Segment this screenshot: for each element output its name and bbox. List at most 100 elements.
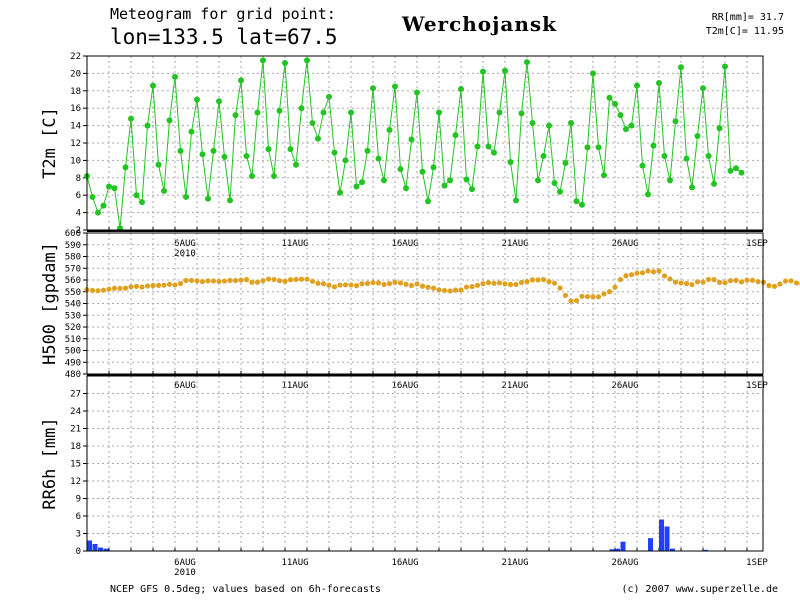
rain-total-stat: RR[mm]= 31.7 (711, 12, 784, 23)
date-tick-label: 6AUG (174, 558, 196, 568)
y-tick-label: 4 (76, 209, 81, 219)
h500-point (122, 285, 129, 291)
h500-point (172, 282, 178, 288)
h500-point (353, 283, 360, 289)
h500-point (722, 280, 728, 286)
h500-point (474, 282, 481, 288)
h500-point (656, 268, 662, 274)
h500-point (188, 277, 195, 284)
h500-point (727, 278, 734, 284)
y-tick-label: 520 (65, 323, 81, 333)
h500-point (133, 283, 140, 289)
h500-point (518, 279, 525, 286)
h500-point (524, 279, 530, 285)
t2m-point (276, 107, 283, 114)
y-tick-label: 9 (76, 495, 81, 505)
h500-point (370, 280, 376, 286)
t2m-point (133, 192, 140, 199)
h500-point (705, 276, 712, 283)
y-tick-label: 590 (65, 241, 81, 251)
h500-point (513, 281, 519, 288)
h500-point (392, 279, 398, 286)
t2m-point (513, 197, 519, 204)
y-tick-label: 530 (65, 311, 81, 321)
t2m-point (293, 161, 299, 168)
h500-point (403, 281, 409, 287)
t2m-point (540, 153, 547, 160)
y-tick-label: 3 (76, 530, 81, 540)
t2m-point (348, 109, 354, 116)
y-tick-label: 14 (70, 122, 81, 132)
rr6h-bar (659, 519, 664, 551)
t2m-point (700, 85, 706, 92)
h500-point (546, 279, 552, 285)
h500-point (150, 282, 156, 289)
t2m-point (194, 96, 200, 103)
t2m-point (210, 147, 217, 154)
h500-point (425, 284, 431, 290)
t2m-point (392, 83, 398, 90)
t2m-point (375, 155, 382, 162)
h500-point (579, 293, 585, 299)
t2m-point (738, 169, 745, 176)
t2m-point (111, 185, 118, 192)
header-title: Meteogram for grid point: (110, 5, 336, 23)
h500-point (287, 277, 294, 283)
t2m-point (227, 197, 233, 204)
t2m-point (249, 173, 255, 180)
t2m-point (601, 172, 607, 179)
y-tick-label: 0 (76, 547, 81, 557)
t2m-point (271, 173, 277, 180)
date-tick-label: 26AUG (611, 239, 638, 249)
h500-point (320, 281, 327, 287)
copyright-note: (c) 2007 www.superzelle.de (621, 584, 778, 595)
h500-point (634, 270, 640, 276)
t2m-point (205, 195, 211, 202)
t2m-point (282, 59, 288, 66)
date-tick-label: 1SEP (746, 381, 768, 391)
h500-point (771, 283, 778, 289)
t2m-point (678, 64, 684, 71)
t2m-point (337, 189, 343, 196)
t2m-point (447, 177, 453, 184)
h500-point (590, 294, 596, 300)
station-name: Werchojansk (402, 12, 558, 36)
date-tick-label: 21AUG (501, 558, 528, 568)
h500-point (661, 273, 668, 279)
t2m-point (480, 68, 486, 75)
h500-point (265, 276, 272, 282)
date-tick-label: 11AUG (281, 381, 308, 391)
y-tick-label: 480 (65, 370, 81, 380)
h500-point (463, 284, 470, 290)
h500-point (568, 298, 574, 304)
h500-point (502, 281, 508, 287)
rr6h-bar (703, 549, 708, 551)
h500-point (485, 280, 492, 286)
h500-point (595, 294, 602, 300)
t2m-point (155, 161, 162, 168)
h500-point (788, 278, 794, 284)
h500-point (551, 280, 558, 286)
date-tick-label: 21AUG (501, 239, 528, 249)
t2m-point (562, 160, 569, 167)
h500-point (507, 281, 514, 288)
y-tick-label: 15 (70, 460, 81, 470)
h500-point (689, 281, 695, 288)
h500-point (337, 282, 343, 288)
t2m-point (518, 110, 525, 117)
t2m-point (425, 198, 431, 205)
t2m-point (359, 179, 365, 186)
h500-point (777, 281, 783, 287)
y-tick-label: 12 (70, 477, 81, 487)
t2m-point (183, 193, 189, 200)
h500-point (408, 282, 415, 289)
t2m-point (524, 59, 530, 66)
t2m-point (408, 136, 415, 143)
t2m-point (628, 122, 635, 129)
t2m-point (463, 176, 470, 183)
rr6h-bar (615, 548, 620, 551)
h500-point (298, 276, 305, 282)
h500-point (645, 268, 651, 274)
h500-point (381, 281, 387, 288)
h500-point (276, 278, 283, 284)
